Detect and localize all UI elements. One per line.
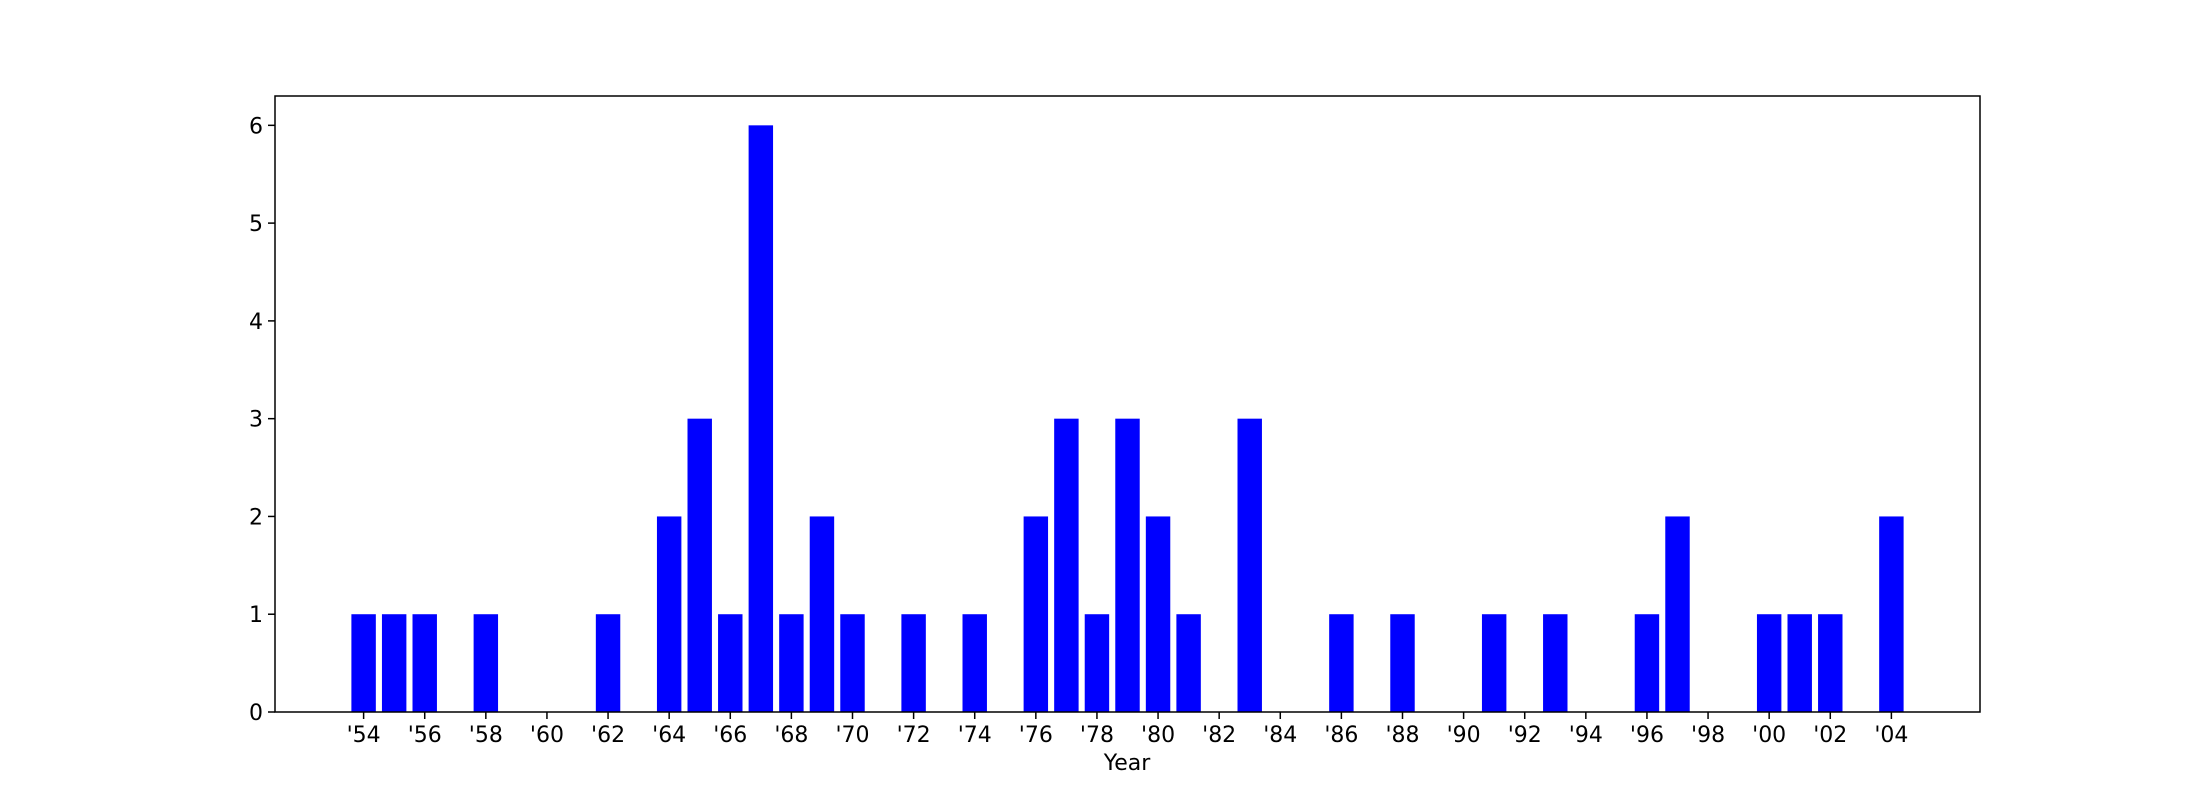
x-tick-label: '74 (958, 723, 992, 748)
y-tick-label: 1 (249, 603, 263, 628)
bar-1997 (1665, 516, 1690, 712)
bar-1977 (1054, 418, 1079, 712)
bar-1978 (1084, 614, 1110, 712)
x-tick-label: '92 (1508, 723, 1542, 748)
bar-1993 (1543, 614, 1568, 712)
y-tick-label: 0 (249, 701, 263, 726)
bar-2000 (1756, 614, 1782, 712)
y-tick-label: 3 (249, 408, 263, 433)
bar-1966 (718, 614, 743, 712)
plot-frame (274, 95, 1981, 713)
bar-1969 (809, 516, 835, 712)
x-tick-label: '66 (713, 723, 747, 748)
x-tick-label: '94 (1569, 723, 1603, 748)
x-tick-label: '84 (1263, 723, 1297, 748)
y-tick-label: 2 (249, 505, 263, 530)
x-tick-label: '90 (1447, 723, 1481, 748)
y-axis: 0 1 2 3 4 5 6 (249, 114, 275, 726)
bar-1972 (901, 614, 926, 712)
bar-1964 (656, 516, 682, 712)
x-tick-label: '88 (1385, 723, 1419, 748)
bar-1981 (1176, 614, 1201, 712)
x-tick-label: '78 (1080, 723, 1114, 748)
bar-1983 (1237, 418, 1262, 712)
bar-1955 (381, 614, 407, 712)
bar-1996 (1634, 614, 1660, 712)
x-tick-label: '98 (1691, 723, 1725, 748)
bar-1976 (1023, 516, 1049, 712)
x-tick-label: '54 (347, 723, 381, 748)
bar-1974 (962, 614, 987, 712)
bars-layer (351, 125, 1904, 713)
bar-1991 (1481, 614, 1507, 712)
x-tick-label: '68 (774, 723, 808, 748)
bar-2001 (1787, 614, 1812, 712)
bar-1970 (840, 614, 865, 712)
bar-1968 (779, 614, 804, 712)
x-tick-label: '60 (530, 723, 564, 748)
bar-1954 (351, 614, 376, 712)
bar-1956 (412, 614, 437, 712)
x-tick-label: '96 (1630, 723, 1664, 748)
x-tick-label: '64 (652, 723, 686, 748)
bar-1986 (1329, 614, 1354, 712)
bar-1965 (687, 418, 712, 712)
bar-1958 (473, 614, 499, 712)
x-tick-label: '02 (1813, 723, 1847, 748)
y-tick-label: 5 (249, 212, 263, 237)
x-tick-label: '82 (1202, 723, 1236, 748)
bar-1967 (748, 125, 774, 713)
bar-2002 (1818, 614, 1843, 712)
bar-1980 (1145, 516, 1171, 712)
x-tick-label: '56 (408, 723, 442, 748)
bar-2004 (1879, 516, 1904, 712)
x-tick-label: '58 (469, 723, 503, 748)
bar-1962 (595, 614, 621, 712)
x-axis-title: Year (1103, 751, 1152, 776)
x-tick-label: '80 (1141, 723, 1175, 748)
x-tick-label: '86 (1324, 723, 1358, 748)
x-tick-label: '00 (1752, 723, 1786, 748)
x-tick-label: '72 (897, 723, 931, 748)
x-tick-label: '04 (1874, 723, 1908, 748)
x-tick-label: '70 (835, 723, 869, 748)
x-tick-label: '76 (1019, 723, 1053, 748)
y-tick-label: 6 (249, 114, 263, 139)
x-tick-label: '62 (591, 723, 625, 748)
bar-1979 (1115, 418, 1140, 712)
bar-1988 (1390, 614, 1415, 712)
y-tick-label: 4 (249, 310, 263, 335)
x-axis: '54 '56 '58 '60 '62 '64 '66 '68 '70 '72 '74 '76 '78 '… (347, 712, 1908, 748)
